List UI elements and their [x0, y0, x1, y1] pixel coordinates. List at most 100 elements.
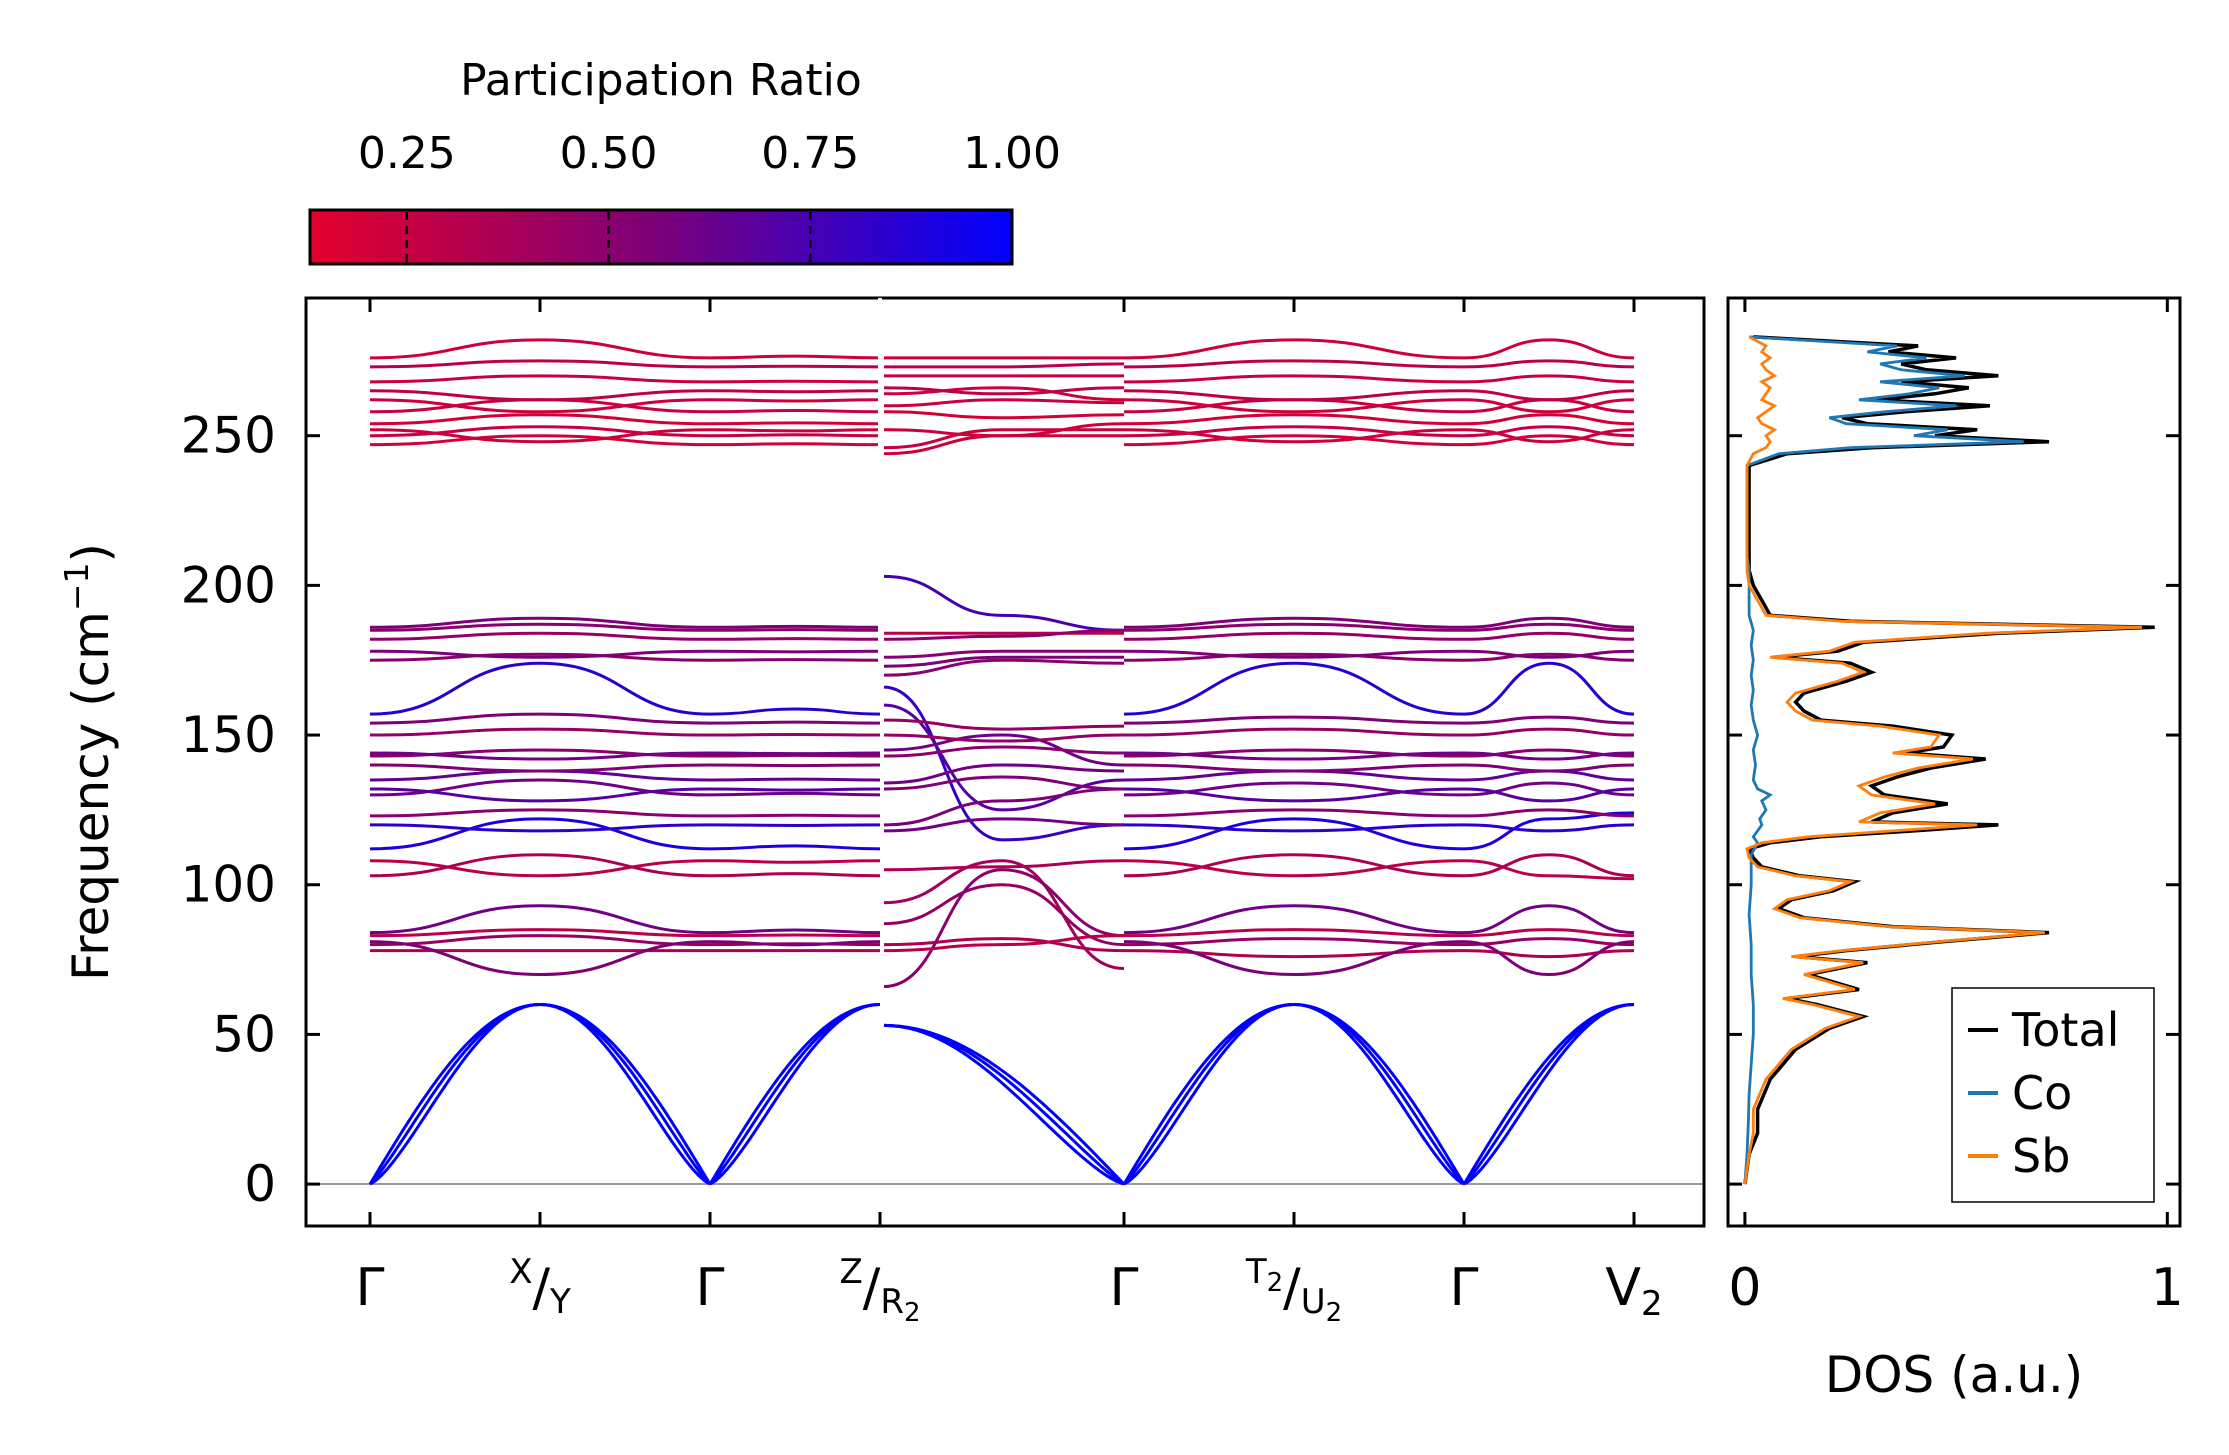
optical-band: [1123, 359, 1465, 369]
colorbar-tick-label: 0.25: [358, 128, 456, 179]
optical-band: [883, 422, 1125, 438]
optical-band: [1123, 398, 1465, 414]
colorbar-tick-label: 0.75: [761, 128, 859, 179]
acoustic-band: [539, 1003, 711, 1186]
optical-band: [709, 409, 881, 414]
kpoint-label: Γ: [696, 1258, 725, 1318]
optical-band: [883, 868, 1125, 989]
optical-band: [709, 813, 881, 818]
optical-band: [1123, 715, 1465, 725]
optical-band: [883, 628, 1125, 641]
optical-band: [709, 707, 881, 716]
optical-band: [709, 751, 881, 756]
colorbar-label: Participation Ratio: [460, 55, 862, 106]
dos-legend: Total Co Sb: [1951, 987, 2155, 1203]
optical-band: [883, 775, 1125, 791]
optical-band: [709, 379, 881, 384]
optical-band: [709, 364, 881, 369]
optical-band: [883, 787, 1125, 827]
optical-band: [1123, 940, 1465, 977]
optical-band: [709, 872, 881, 878]
optical-band: [709, 637, 881, 641]
dos-x-tick-label: 1: [2151, 1258, 2184, 1318]
kpoint-label-main: V: [1605, 1258, 1641, 1318]
optical-band: [1463, 631, 1635, 641]
optical-band: [709, 763, 881, 768]
optical-band: [369, 661, 711, 716]
optical-band: [1463, 859, 1635, 881]
optical-band: [883, 649, 1124, 659]
optical-band: [709, 442, 881, 447]
optical-band: [1463, 359, 1635, 369]
optical-band: [369, 413, 711, 426]
optical-band: [883, 398, 1125, 408]
optical-band: [1463, 374, 1635, 384]
kpoint-label-pre: X: [509, 1252, 532, 1292]
legend-label-co: Co: [2012, 1066, 2072, 1120]
optical-band: [369, 817, 711, 851]
kpoint-label-main: Γ: [696, 1258, 725, 1318]
optical-band: [883, 937, 1125, 953]
acoustic-band: [1293, 1003, 1465, 1186]
optical-band: [883, 574, 1125, 632]
optical-band: [1123, 389, 1465, 402]
kpoint-label: Γ: [1450, 1258, 1479, 1318]
optical-band: [884, 362, 1125, 369]
optical-band: [369, 652, 711, 662]
optical-band: [709, 823, 881, 827]
colorbar-gradient: [308, 208, 1014, 266]
optical-band: [883, 386, 1125, 402]
optical-band: [1463, 413, 1635, 426]
dos-x-tick-label: 0: [1728, 1258, 1761, 1318]
optical-band: [883, 859, 1125, 872]
optical-band: [1123, 823, 1465, 833]
kpoint-label-sub: 2: [1641, 1284, 1663, 1324]
optical-band: [709, 777, 881, 782]
optical-band: [369, 823, 711, 833]
optical-band: [1123, 808, 1465, 818]
kpoint-label-pre: T: [1245, 1252, 1267, 1292]
optical-band: [1123, 649, 1465, 659]
optical-band: [1123, 787, 1465, 803]
kpoint-label: Γ: [356, 1258, 385, 1318]
colorbar-tick-label: 0.50: [560, 128, 658, 179]
optical-band: [709, 940, 881, 947]
optical-band: [369, 622, 711, 632]
optical-band: [883, 428, 1124, 450]
optical-band: [709, 787, 881, 792]
optical-band: [1463, 616, 1635, 629]
optical-band: [1463, 652, 1635, 662]
optical-band: [709, 658, 881, 662]
optical-band: [883, 410, 1125, 420]
optical-band: [1123, 616, 1465, 629]
optical-band: [1463, 715, 1635, 725]
optical-band: [369, 808, 711, 818]
kpoint-label: Z/R2: [840, 1252, 921, 1328]
acoustic-band: [1463, 1003, 1635, 1186]
kpoint-label: X/Y: [509, 1252, 571, 1322]
optical-band: [1123, 859, 1465, 878]
kpoint-label-slash: /: [1283, 1258, 1301, 1318]
optical-band: [369, 712, 711, 725]
optical-band: [709, 844, 881, 851]
optical-band: [1463, 781, 1635, 797]
kpoint-label-main: Y: [549, 1282, 571, 1322]
band-y-tick-label: 200: [181, 556, 276, 614]
band-y-tick-label: 100: [181, 856, 276, 914]
optical-band: [883, 934, 1125, 953]
optical-band: [883, 763, 1125, 785]
optical-band: [1123, 937, 1465, 947]
optical-band: [369, 649, 711, 659]
optical-band: [1463, 808, 1635, 818]
optical-band: [1463, 727, 1635, 737]
y-axis-label-close: ): [62, 543, 120, 563]
optical-band: [1463, 763, 1635, 773]
optical-band: [709, 732, 881, 737]
optical-band: [709, 928, 881, 935]
y-axis-label: Frequency (cm−1): [57, 543, 120, 981]
optical-band: [709, 859, 881, 864]
kpoint-label-main: Γ: [356, 1258, 385, 1318]
optical-band: [883, 703, 1125, 812]
